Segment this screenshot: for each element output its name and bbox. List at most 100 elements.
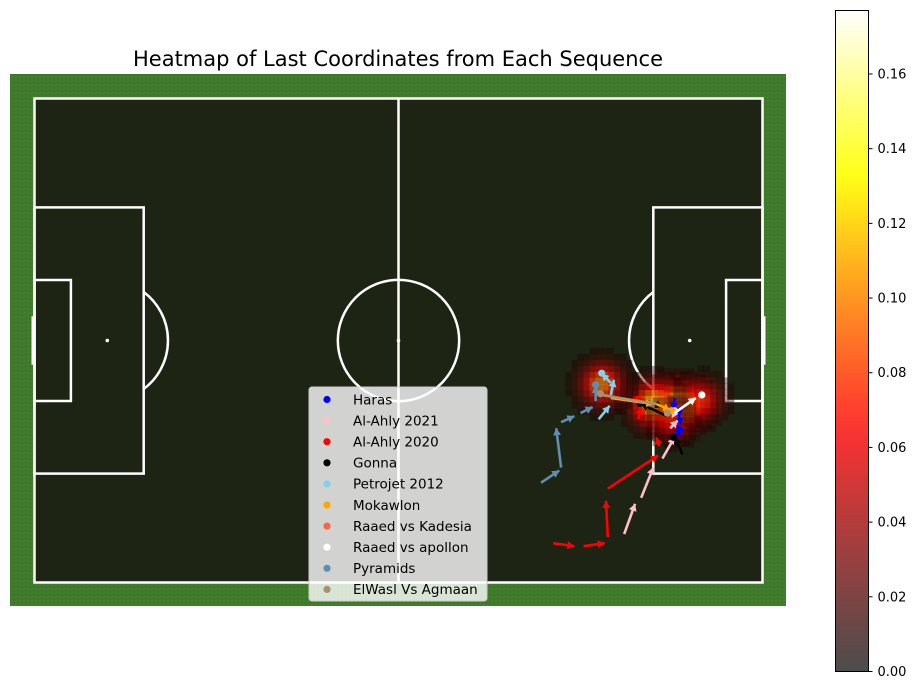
- heat-cell: [589, 378, 597, 385]
- heat-cell: [669, 368, 677, 375]
- heat-cell: [632, 384, 639, 391]
- arrow-head: [551, 470, 560, 478]
- heat-cell: [652, 397, 660, 404]
- heat-cell: [633, 402, 640, 409]
- heat-cell: [709, 383, 717, 390]
- heat-cell: [619, 371, 627, 379]
- heat-cell: [595, 347, 603, 355]
- heat-cell: [658, 415, 666, 422]
- heat-cell: [709, 371, 717, 378]
- heat-cell: [639, 384, 646, 391]
- heat-cell: [595, 353, 603, 361]
- colorbar-tick-label: 0.14: [878, 142, 907, 157]
- arrow-head: [670, 402, 678, 411]
- heat-cell: [645, 396, 652, 403]
- heat-cell: [691, 383, 698, 390]
- colorbar-tick-label: 0.10: [878, 292, 907, 307]
- heat-cell: [627, 420, 634, 427]
- heat-cell: [697, 383, 705, 390]
- heat-cell: [667, 395, 674, 403]
- heat-cell: [687, 416, 695, 424]
- heat-cell: [595, 396, 603, 403]
- heat-cell: [657, 428, 665, 436]
- heat-cell: [621, 402, 628, 409]
- heat-cell: [709, 389, 717, 396]
- heat-cell: [683, 397, 690, 404]
- heat-cell: [663, 380, 671, 387]
- legend-label: ElWasl Vs Agmaan: [353, 582, 478, 598]
- heat-cell: [715, 383, 723, 390]
- heat-cell: [681, 420, 689, 427]
- arrow-head: [646, 467, 655, 476]
- heat-cell: [652, 427, 660, 435]
- colorbar-tick-label: 0.16: [878, 67, 907, 82]
- heat-cell: [651, 380, 658, 387]
- heat-cell: [663, 396, 671, 403]
- heat-cell: [651, 374, 658, 381]
- heat-cell: [669, 384, 677, 391]
- heat-cell: [676, 439, 684, 447]
- arrow-head: [650, 455, 659, 463]
- heat-cell: [681, 416, 689, 424]
- heat-cell: [673, 383, 680, 390]
- heat-cell: [687, 440, 695, 448]
- arrow-head: [675, 417, 684, 426]
- heat-cell: [652, 433, 660, 441]
- heat-cell: [607, 414, 615, 421]
- heat-cell: [721, 377, 729, 384]
- heat-cell: [571, 371, 578, 379]
- heat-cell: [667, 401, 674, 409]
- legend-marker: [323, 417, 331, 425]
- heat-cell: [657, 374, 665, 381]
- heat-cell: [676, 433, 684, 441]
- heat-cell: [565, 371, 572, 379]
- heat-cell: [619, 353, 627, 361]
- heat-cell: [645, 384, 652, 391]
- legend-marker: [323, 480, 331, 488]
- heat-cell: [663, 390, 671, 397]
- heat-cell: [695, 421, 702, 429]
- heat-cell: [601, 384, 609, 391]
- heat-cell: [727, 401, 735, 409]
- penalty-arc-left: [142, 290, 170, 391]
- heat-cell: [715, 413, 723, 421]
- heat-cell: [679, 377, 686, 384]
- legend-label: Petrojet 2012: [353, 477, 444, 493]
- heat-cell: [577, 378, 584, 385]
- heat-cell: [709, 401, 717, 409]
- heat-cell: [703, 383, 711, 390]
- heat-cell: [651, 378, 658, 385]
- heat-cell: [645, 414, 652, 421]
- heat-cell: [589, 347, 597, 355]
- heat-cell: [619, 359, 627, 367]
- legend-label: Gonna: [353, 456, 397, 472]
- centre-spot: [396, 338, 401, 343]
- heat-cell: [577, 408, 584, 415]
- heat-cell: [639, 371, 646, 379]
- heat-cell: [632, 371, 639, 379]
- heat-cell: [565, 390, 572, 397]
- heat-cell: [577, 396, 584, 403]
- heat-cell: [657, 432, 665, 439]
- heat-cell: [673, 389, 680, 396]
- legend-marker: [323, 395, 331, 404]
- heat-cell: [646, 415, 654, 422]
- heat-cell: [697, 419, 705, 427]
- heat-cell: [693, 422, 701, 430]
- penalty-spot-left: [105, 338, 110, 343]
- heat-cell: [658, 433, 666, 441]
- heat-cell: [652, 421, 660, 429]
- heat-cell: [645, 432, 652, 439]
- heat-cell: [681, 440, 689, 448]
- heat-cell: [693, 428, 701, 436]
- heat-cell: [697, 395, 705, 403]
- heat-cell: [633, 426, 640, 433]
- heat-cell: [683, 409, 690, 416]
- heat-cell: [675, 380, 683, 387]
- heat-cell: [681, 380, 689, 387]
- heat-cell: [633, 378, 640, 385]
- heat-cell: [607, 408, 615, 415]
- heat-cell: [601, 390, 609, 397]
- colorbar-tick-label: 0.06: [878, 441, 907, 456]
- heat-cell: [633, 408, 640, 415]
